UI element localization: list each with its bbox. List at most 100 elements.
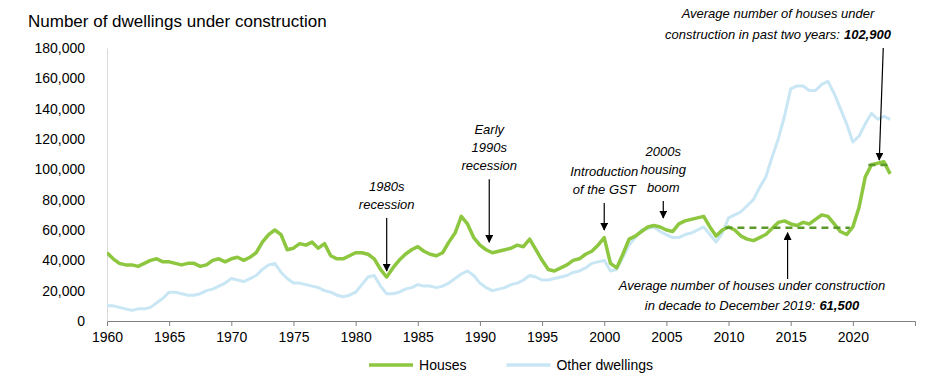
y-tick: 100,000 (34, 161, 107, 177)
legend-item: Other dwellings (506, 357, 653, 373)
reference-line (725, 226, 849, 229)
annotation-line: of the GST (573, 182, 637, 197)
annotation-line: Early (474, 122, 505, 137)
y-tick: 60,000 (42, 222, 107, 238)
x-tick-mark (107, 321, 108, 326)
legend-item: Houses (369, 357, 466, 373)
y-tick-label: 60,000 (42, 222, 85, 238)
x-tick: 2020 (838, 321, 869, 345)
y-tick-label: 120,000 (34, 131, 85, 147)
chart-title: Number of dwellings under construction (28, 12, 327, 31)
reference-annotation: Average number of houses under constructi… (665, 6, 892, 160)
reference-arrow (787, 233, 788, 279)
annotation: Early 1990s recession (461, 122, 517, 242)
x-tick-mark (293, 321, 294, 326)
x-tick-label: 2020 (838, 329, 869, 345)
y-tick-label: 140,000 (34, 101, 85, 117)
x-tick-label: 2010 (713, 329, 744, 345)
x-axis-line (108, 322, 916, 327)
x-tick-mark (418, 321, 419, 326)
x-tick-label: 2000 (589, 329, 620, 345)
x-tick-mark (480, 321, 481, 326)
x-tick-label: 1990 (465, 329, 496, 345)
reference-text-line: Average number of houses under (681, 6, 875, 21)
annotation: 2000shousingboom (641, 144, 687, 218)
y-tick-label: 80,000 (42, 192, 85, 208)
x-tick-mark (729, 321, 730, 326)
x-tick: 2010 (713, 321, 744, 345)
x-tick-label: 1970 (216, 329, 247, 345)
x-tick-label: 1975 (278, 329, 309, 345)
x-axis: 1960 1965 1970 1975 1980 1985 1990 1995 2000 2005… (92, 321, 916, 345)
annotation-line: boom (647, 180, 680, 195)
legend-swatch (506, 363, 550, 367)
x-tick-label: 1980 (341, 329, 372, 345)
x-tick-label: 2015 (776, 329, 807, 345)
annotation-line: recession (359, 197, 415, 212)
y-tick: 0 (77, 313, 107, 329)
y-axis: 0 20,000 40,000 60,000 80,000 100,000 120,000 1… (34, 40, 107, 329)
x-tick-mark (604, 321, 605, 326)
legend-label: Other dwellings (556, 357, 653, 373)
x-tick-mark (666, 321, 667, 326)
x-tick-mark (853, 321, 854, 326)
annotation-arrow (386, 218, 387, 271)
x-tick: 2005 (651, 321, 682, 345)
annotation-line: recession (461, 158, 517, 173)
legend-swatch (369, 363, 413, 367)
x-tick-label: 1960 (92, 329, 123, 345)
series-line (107, 162, 890, 277)
chart: Number of dwellings under construction 19… (0, 0, 927, 387)
y-tick-label: 160,000 (34, 70, 85, 86)
annotation-text: Early 1990s recession (461, 122, 517, 173)
plot-area (107, 81, 890, 310)
x-tick: 2015 (776, 321, 807, 345)
x-tick-label: 1995 (527, 329, 558, 345)
reference-text: Average number of houses under construct… (618, 278, 885, 313)
series-line (107, 81, 890, 310)
x-tick: 1990 (465, 321, 496, 345)
y-tick-label: 40,000 (42, 252, 85, 268)
annotation: Introduction of the GST (570, 164, 638, 230)
annotation-arrow (604, 203, 605, 230)
x-tick-label: 2005 (651, 329, 682, 345)
annotation-line: 1980s (369, 179, 405, 194)
annotation: 1980s recession (359, 179, 415, 271)
annotation-arrow (489, 179, 490, 242)
y-tick: 120,000 (34, 131, 107, 147)
reference-text-line: construction in past two years: (665, 27, 840, 42)
annotation-arrow (663, 201, 664, 218)
x-tick: 1995 (527, 321, 558, 345)
x-tick: 1960 (92, 321, 123, 345)
y-axis-line (107, 49, 108, 322)
reference-text: Average number of houses under constructi… (665, 6, 892, 42)
y-tick: 20,000 (42, 283, 107, 299)
reference-value-label: 102,900 (844, 27, 892, 42)
x-tick: 1975 (278, 321, 309, 345)
x-tick: 1985 (403, 321, 434, 345)
annotation-text: Introduction of the GST (570, 164, 638, 197)
x-tick: 1965 (154, 321, 185, 345)
reference-text-line: Average number of houses under construct… (618, 278, 885, 293)
x-tick-mark (231, 321, 232, 326)
annotation-line: 2000s (645, 144, 682, 159)
y-tick-label: 180,000 (34, 40, 85, 56)
x-tick-mark (542, 321, 543, 326)
legend: Houses Other dwellings (369, 357, 653, 373)
y-tick: 160,000 (34, 70, 107, 86)
y-tick-label: 20,000 (42, 283, 85, 299)
y-tick-label: 0 (77, 313, 85, 329)
x-tick-label: 1965 (154, 329, 185, 345)
x-tick-label: 1985 (403, 329, 434, 345)
y-tick-label: 100,000 (34, 161, 85, 177)
annotation-line: Introduction (570, 164, 638, 179)
y-tick: 140,000 (34, 101, 107, 117)
annotation-line: 1990s (472, 140, 508, 155)
x-tick-mark (791, 321, 792, 326)
reference-value-label: 61,500 (819, 298, 860, 313)
x-tick: 1970 (216, 321, 247, 345)
annotation-text: 2000shousingboom (641, 144, 687, 195)
reference-line (868, 164, 890, 167)
reference-arrow (879, 48, 883, 160)
reference-text-line: in decade to December 2019: (645, 298, 816, 313)
